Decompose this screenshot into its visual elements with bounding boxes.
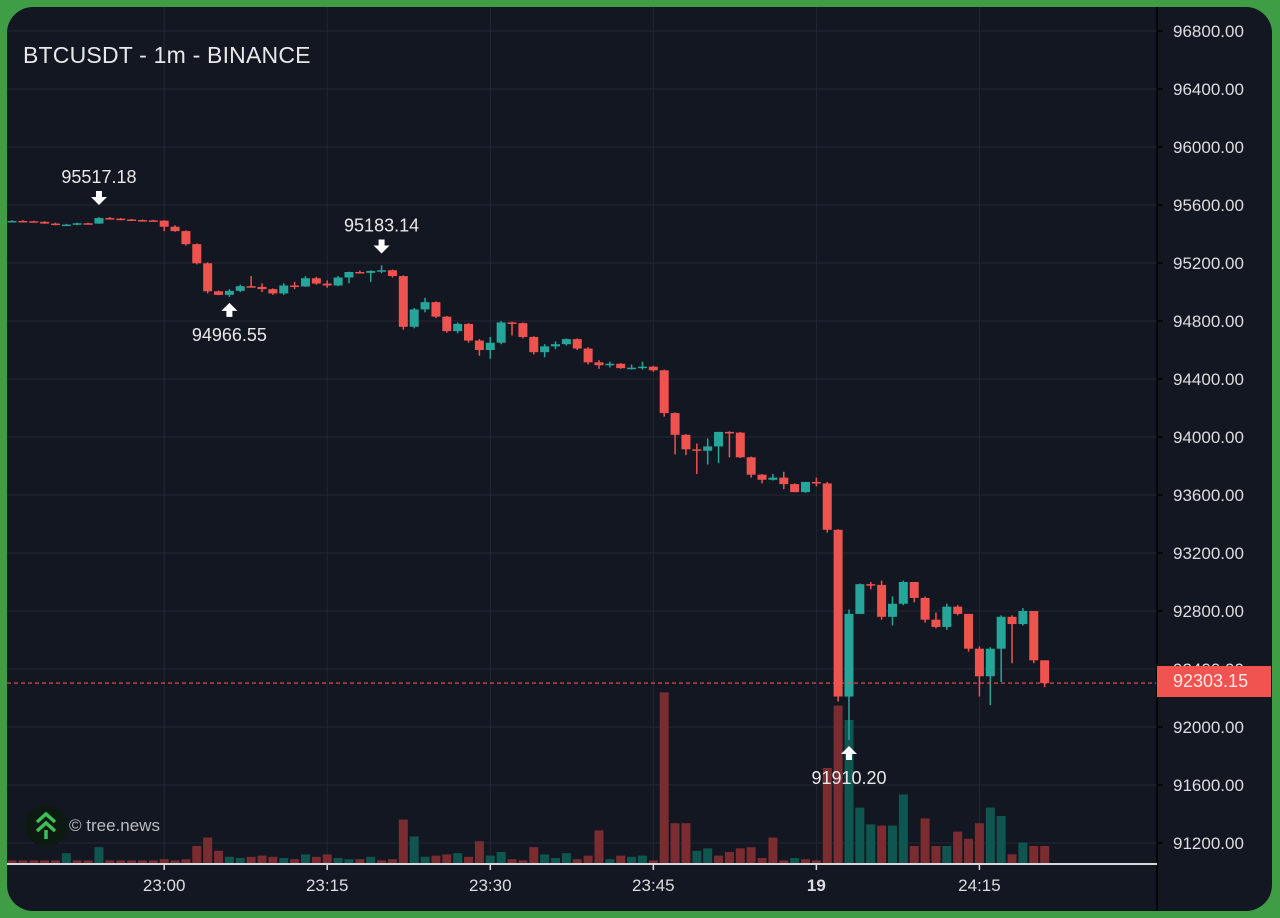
low-label: 94966.55 bbox=[192, 325, 267, 345]
price-axis[interactable]: 96800.00 96400.00 96000.00 95600.00 95200.00… bbox=[1157, 22, 1244, 853]
price-tick-label: 96800.00 bbox=[1173, 22, 1244, 41]
price-tick-label: 91200.00 bbox=[1173, 834, 1244, 853]
price-tick-label: 91600.00 bbox=[1173, 776, 1244, 795]
candles bbox=[7, 217, 1050, 741]
time-tick-label: 23:15 bbox=[306, 876, 349, 895]
time-tick-label: 23:30 bbox=[469, 876, 512, 895]
tree-chevrons-icon bbox=[25, 805, 67, 847]
grid bbox=[7, 7, 1157, 864]
price-tick-label: 93600.00 bbox=[1173, 486, 1244, 505]
price-tick-label: 93200.00 bbox=[1173, 544, 1244, 563]
last-price-tag: 92303.15 bbox=[1157, 666, 1271, 697]
watermark-text: © tree.news bbox=[69, 816, 160, 835]
down-arrow-icon bbox=[90, 191, 107, 206]
price-tick-label: 96000.00 bbox=[1173, 138, 1244, 157]
chart-title: BTCUSDT - 1m - BINANCE bbox=[23, 42, 311, 68]
price-tick-label: 95200.00 bbox=[1173, 254, 1244, 273]
watermark: © tree.news bbox=[25, 805, 160, 847]
time-axis[interactable]: 23:00 23:15 23:30 23:45 19 24:15 bbox=[143, 864, 1001, 895]
low-label: 91910.20 bbox=[811, 768, 886, 788]
time-tick-label: 23:00 bbox=[143, 876, 186, 895]
price-tick-label: 92000.00 bbox=[1173, 718, 1244, 737]
time-tick-label: 24:15 bbox=[958, 876, 1001, 895]
high-label: 95183.14 bbox=[344, 215, 419, 235]
price-tick-label: 94400.00 bbox=[1173, 370, 1244, 389]
chart-container: 95517.18 94966.55 95183.14 91910.20 96800.00… bbox=[7, 7, 1272, 911]
time-tick-label: 23:45 bbox=[632, 876, 675, 895]
time-tick-label: 19 bbox=[807, 876, 826, 895]
price-tick-label: 95600.00 bbox=[1173, 196, 1244, 215]
high-low-markers: 95517.18 94966.55 95183.14 91910.20 bbox=[61, 167, 886, 788]
price-tick-label: 94800.00 bbox=[1173, 312, 1244, 331]
volume-bars bbox=[7, 692, 1050, 864]
down-arrow-icon bbox=[373, 239, 390, 254]
price-tick-label: 96400.00 bbox=[1173, 80, 1244, 99]
high-label: 95517.18 bbox=[61, 167, 136, 187]
up-arrow-icon bbox=[840, 746, 857, 761]
price-tick-label: 94000.00 bbox=[1173, 428, 1244, 447]
up-arrow-icon bbox=[221, 302, 238, 317]
candlestick-chart[interactable]: 95517.18 94966.55 95183.14 91910.20 96800.00… bbox=[7, 7, 1272, 911]
price-tick-label: 92800.00 bbox=[1173, 602, 1244, 621]
